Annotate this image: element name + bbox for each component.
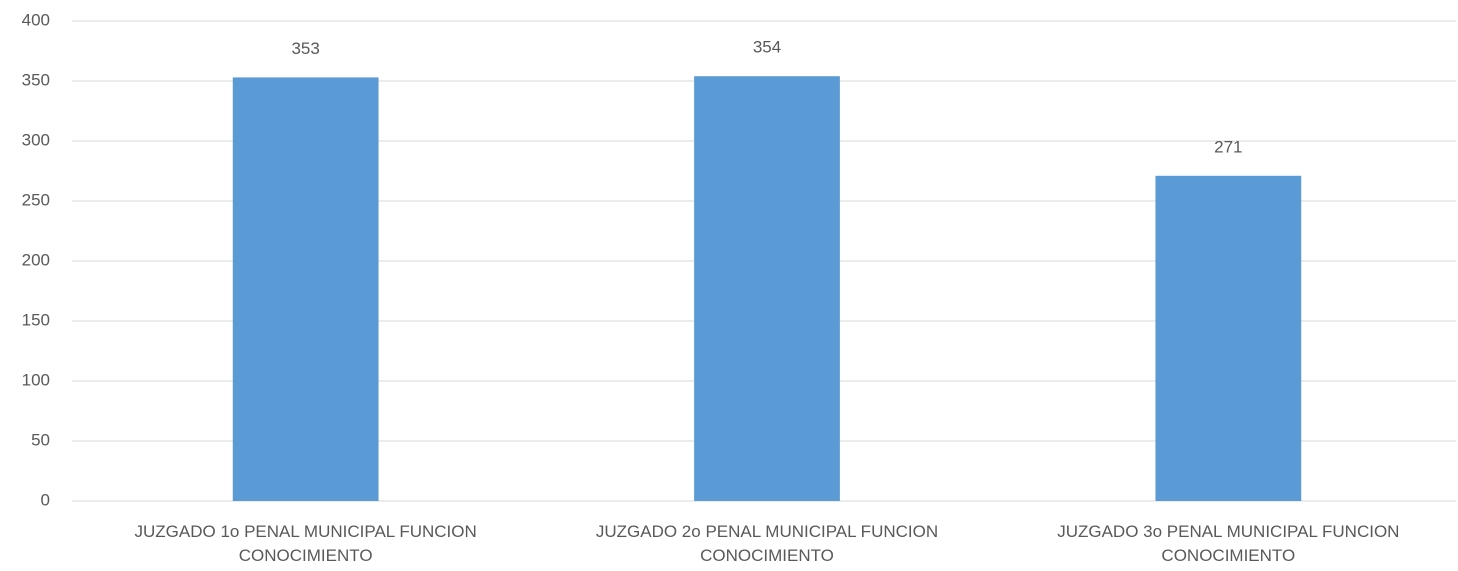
- y-tick-label: 0: [41, 490, 50, 509]
- data-label: 353: [291, 39, 319, 58]
- bar: [1155, 175, 1302, 502]
- x-tick-label: JUZGADO 2o PENAL MUNICIPAL FUNCION CONOC…: [595, 522, 939, 565]
- x-tick-label: JUZGADO 1o PENAL MUNICIPAL FUNCION CONOC…: [134, 522, 477, 565]
- y-tick-label: 400: [22, 10, 50, 29]
- y-tick-label: 100: [22, 370, 50, 389]
- x-tick-label: JUZGADO 3o PENAL MUNICIPAL FUNCION CONOC…: [1057, 522, 1400, 565]
- data-label: 354: [753, 38, 781, 57]
- bar: [694, 76, 840, 501]
- y-tick-label: 200: [22, 250, 50, 269]
- y-tick-label: 150: [22, 310, 50, 329]
- y-tick-label: 50: [31, 430, 50, 449]
- data-label: 271: [1214, 137, 1242, 156]
- bar: [232, 77, 379, 502]
- y-tick-label: 300: [22, 130, 50, 149]
- y-tick-label: 250: [22, 190, 50, 209]
- y-tick-label: 350: [22, 70, 50, 89]
